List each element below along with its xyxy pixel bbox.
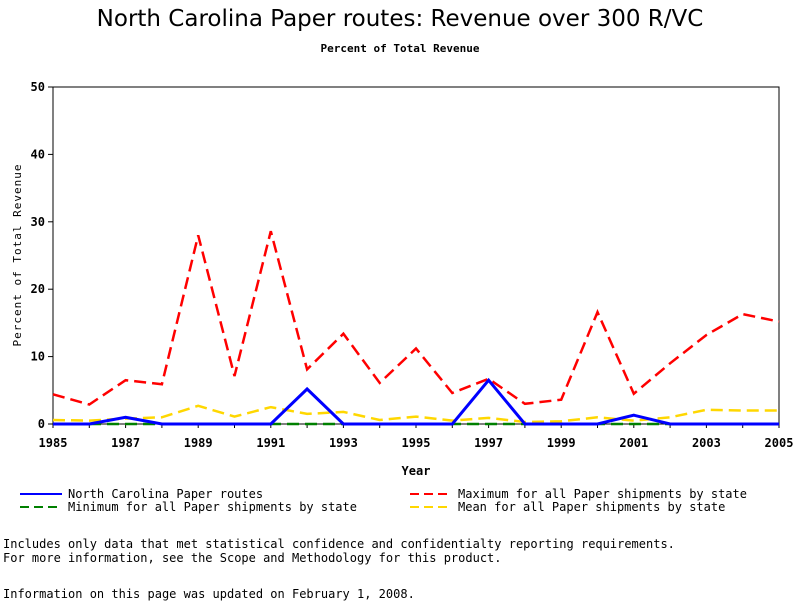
x-tick-label: 1985	[39, 436, 68, 450]
update-note: Information on this page was updated on …	[3, 587, 415, 601]
x-tick-label: 2005	[765, 436, 794, 450]
line-chart: 0 10 20 30 40 50 1985 1987 1989 1991 1993 1995 1997…	[0, 0, 800, 530]
x-tick-label: 1999	[547, 436, 576, 450]
y-tick-label: 40	[31, 147, 45, 161]
legend-entry: Mean for all Paper shipments by state	[458, 500, 725, 514]
y-axis-label: Percent of Total Revenue	[11, 164, 24, 347]
x-tick-label: 2003	[692, 436, 721, 450]
y-tick-label: 30	[31, 215, 45, 229]
mean-line	[53, 406, 779, 422]
x-tick-label: 1995	[402, 436, 431, 450]
x-tick-label: 1987	[111, 436, 140, 450]
x-tick-label: 1997	[474, 436, 503, 450]
legend: North Carolina Paper routes Maximum for a…	[20, 487, 747, 514]
x-tick-label: 2001	[619, 436, 648, 450]
x-tick-label: 1993	[329, 436, 358, 450]
x-tick-label: 1989	[184, 436, 213, 450]
footnote-line-2: For more information, see the Scope and …	[3, 551, 502, 565]
legend-entry: North Carolina Paper routes	[68, 487, 263, 501]
y-tick-label: 10	[31, 350, 45, 364]
x-axis-label: Year	[402, 464, 431, 478]
maximum-line	[53, 231, 779, 404]
footnote-line-1: Includes only data that met statistical …	[3, 537, 675, 551]
y-tick-label: 20	[31, 282, 45, 296]
y-tick-label: 50	[31, 80, 45, 94]
x-tick-label: 1991	[256, 436, 285, 450]
footnote: Includes only data that met statistical …	[3, 537, 675, 565]
legend-entry: Maximum for all Paper shipments by state	[458, 487, 747, 501]
legend-entry: Minimum for all Paper shipments by state	[68, 500, 357, 514]
y-tick-label: 0	[38, 417, 45, 431]
plot-area	[53, 87, 779, 424]
